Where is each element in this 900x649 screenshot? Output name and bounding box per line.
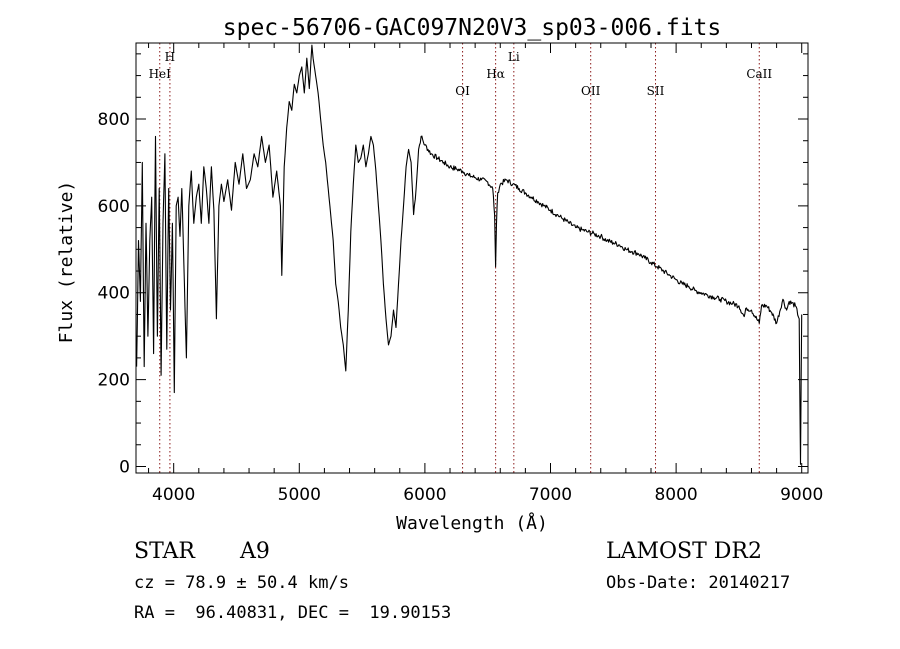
redshift-cz: cz = 78.9 ± 50.4 km/s — [134, 573, 349, 593]
tick-labels: 4000 5000 6000 7000 8000 9000 0 200 400 600 800 — [98, 110, 824, 505]
x-tick-label: 5000 — [278, 485, 321, 505]
survey-name: LAMOST DR2 — [606, 539, 762, 564]
plot-frame — [135, 42, 809, 474]
x-tick-label: 9000 — [780, 485, 823, 505]
line-marker-label: OII — [581, 84, 601, 98]
chart-title: spec-56706-GAC097N20V3_sp03-006.fits — [223, 15, 722, 41]
line-marker-label: H — [165, 50, 175, 64]
line-marker-label: OI — [455, 84, 470, 98]
x-tick-label: 6000 — [403, 485, 446, 505]
x-axis-label: Wavelength (Å) — [396, 512, 548, 534]
line-marker-label: SII — [647, 84, 665, 98]
x-tick-label: 8000 — [654, 485, 697, 505]
object-class: STAR — [134, 539, 195, 564]
y-tick-label: 400 — [98, 284, 130, 304]
spectrum-line — [136, 44, 803, 465]
y-axis-label: Flux (relative) — [56, 181, 77, 344]
y-tick-label: 0 — [119, 457, 130, 477]
line-marker-label: Li — [508, 50, 520, 64]
object-subclass: A9 — [240, 539, 270, 564]
axis-ticks — [136, 43, 808, 473]
line-marker-label: CaII — [746, 67, 772, 81]
observation-date: Obs-Date: 20140217 — [606, 573, 791, 593]
y-tick-label: 800 — [98, 110, 130, 130]
line-marker-label: Hα — [486, 67, 505, 81]
x-tick-label: 4000 — [152, 485, 195, 505]
x-tick-label: 7000 — [529, 485, 572, 505]
series-layer — [136, 44, 803, 465]
y-tick-label: 200 — [98, 371, 130, 391]
y-tick-label: 600 — [98, 197, 130, 217]
ra-dec-coordinates: RA = 96.40831, DEC = 19.90153 — [134, 603, 452, 623]
line-marker-label: HeI — [149, 67, 172, 81]
